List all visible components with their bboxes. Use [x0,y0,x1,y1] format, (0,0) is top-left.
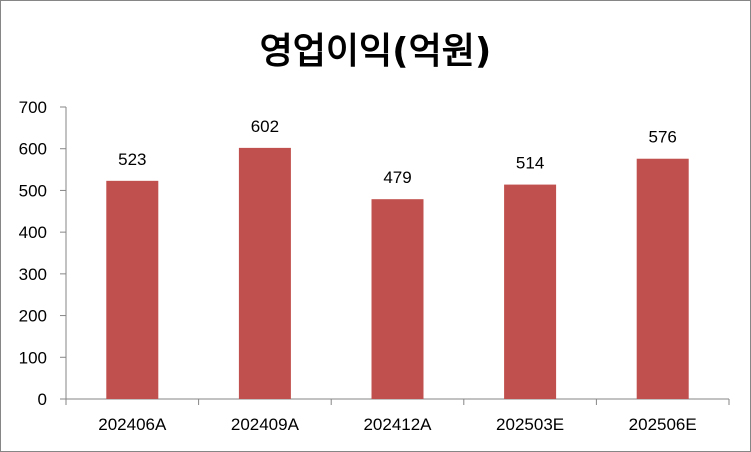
data-label: 523 [118,150,146,169]
y-tick-label: 300 [19,265,47,284]
y-tick-label: 0 [38,390,47,409]
data-label: 514 [516,154,544,173]
y-tick-label: 400 [19,223,47,242]
bar [106,180,159,399]
data-label: 479 [383,168,411,187]
x-tick-label: 202406A [98,415,167,434]
data-label: 602 [251,117,279,136]
axes: 0 100 200 300 400 500 600 700 [19,98,730,409]
bars [106,147,689,399]
bar [371,199,424,399]
x-tick-label: 202412A [363,415,432,434]
x-tick-label: 202409A [231,415,300,434]
bar [636,158,689,399]
y-tick-label: 200 [19,307,47,326]
bar [238,147,291,399]
y-tick-label: 100 [19,348,47,367]
bar [504,184,557,399]
y-tick-label: 600 [19,140,47,159]
chart-title: 영업이익(억원) [259,31,492,72]
x-tick-label: 202503E [496,415,564,434]
y-tick-label: 700 [19,98,47,117]
data-label: 576 [649,128,677,147]
labels: 523 202406A 602 202409A 479 202412A 514 202503E… [98,117,696,434]
y-tick-label: 500 [19,181,47,200]
x-tick-label: 202506E [629,415,697,434]
